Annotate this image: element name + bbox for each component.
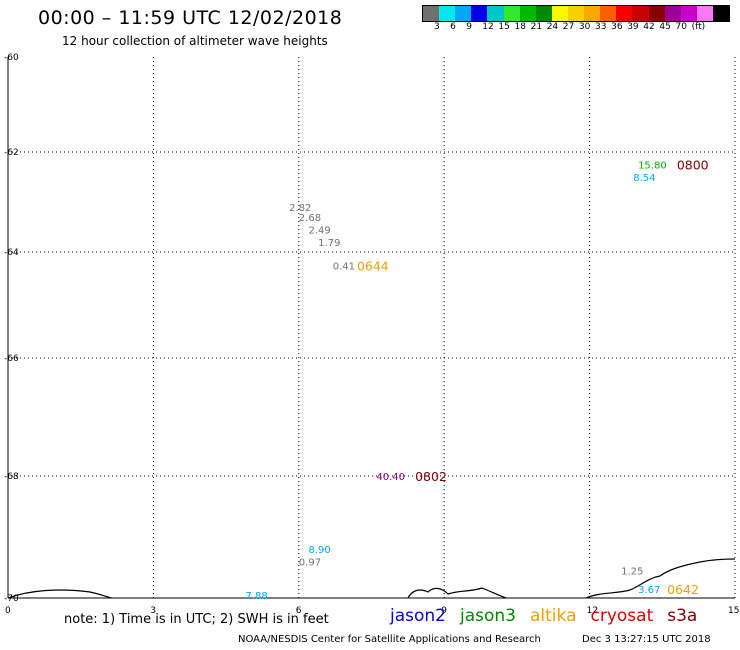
color-swatch bbox=[712, 6, 730, 21]
color-swatch bbox=[519, 6, 536, 21]
longitude-tick-label: 0 bbox=[5, 606, 11, 616]
generation-timestamp: Dec 3 13:27:15 UTC 2018 bbox=[582, 634, 711, 645]
color-swatch bbox=[632, 6, 649, 21]
pass-time-label: 0644 bbox=[357, 258, 389, 273]
color-scale-label: 70 bbox=[675, 22, 687, 32]
pass-time-label: 0642 bbox=[667, 582, 699, 597]
longitude-tick-label: 6 bbox=[296, 606, 302, 616]
wave-height-label: 8.90 bbox=[308, 545, 330, 556]
longitude-tick-label: 3 bbox=[150, 606, 156, 616]
color-swatch bbox=[535, 6, 552, 21]
color-scale-label: 21 bbox=[530, 22, 543, 32]
color-scale-label: 27 bbox=[562, 22, 575, 32]
color-swatch bbox=[648, 6, 665, 21]
map-subtitle: 12 hour collection of altimeter wave hei… bbox=[62, 34, 328, 48]
color-swatch bbox=[471, 6, 488, 21]
wave-height-labels: 2.822.68 2.491.79 0.41 15.808.54 40.40 8.900.… bbox=[245, 161, 666, 602]
color-scale-labels: 3 6 9 12 15 18 21 24 27 30 33 36 39 42 45 70 (ft) bbox=[430, 22, 740, 34]
color-swatch bbox=[551, 6, 568, 21]
wave-height-label: 2.82 bbox=[289, 203, 311, 214]
latitude-tick-label: -70 bbox=[4, 594, 19, 604]
pass-time-labels: 0800 0644 0802 0642 bbox=[357, 158, 709, 597]
latitude-tick-label: -64 bbox=[4, 248, 19, 258]
color-swatch bbox=[664, 6, 681, 21]
satellite-legend: jason2 jason3 altika cryosat s3a bbox=[390, 606, 711, 626]
color-swatch bbox=[584, 6, 601, 21]
color-scale-label: 36 bbox=[611, 22, 623, 32]
latitude-tick-label: -62 bbox=[4, 148, 19, 158]
color-swatch bbox=[455, 6, 472, 21]
wave-height-color-scale bbox=[422, 5, 730, 22]
color-swatch bbox=[696, 6, 713, 21]
color-scale-label: (ft) bbox=[691, 22, 706, 32]
color-scale-label: 45 bbox=[659, 22, 671, 32]
color-swatch bbox=[616, 6, 633, 21]
satellite-legend-jason3: jason3 bbox=[460, 606, 516, 626]
color-scale-label: 24 bbox=[546, 22, 559, 32]
wave-height-label: 7.88 bbox=[245, 591, 267, 602]
wave-height-label: 0.41 bbox=[333, 261, 355, 272]
longitude-tick-label: 9 bbox=[441, 606, 447, 616]
axis-tick-labels: 0 3 6 9 12 15 -60 -62 -64 -66 -68 -70 bbox=[4, 53, 739, 616]
color-swatch bbox=[600, 6, 617, 21]
wave-height-label: 2.49 bbox=[308, 226, 330, 237]
wave-height-label: 3.67 bbox=[638, 585, 660, 596]
color-scale-label: 6 bbox=[450, 22, 456, 32]
latitude-tick-label: -68 bbox=[4, 472, 19, 482]
color-scale-label: 3 bbox=[434, 22, 440, 32]
latitude-tick-label: -66 bbox=[4, 354, 19, 364]
color-swatch bbox=[503, 6, 520, 21]
wave-height-label: 8.54 bbox=[633, 173, 655, 184]
longitude-tick-label: 12 bbox=[587, 606, 598, 616]
longitude-tick-label: 15 bbox=[728, 606, 739, 616]
wave-height-label: 1.79 bbox=[318, 238, 340, 249]
wave-height-label: 2.68 bbox=[299, 213, 321, 224]
color-scale-label: 12 bbox=[482, 22, 494, 32]
units-note: note: 1) Time is in UTC; 2) SWH is in fe… bbox=[64, 612, 329, 627]
satellite-legend-cryosat: cryosat bbox=[590, 606, 654, 626]
coastline-segment bbox=[407, 587, 507, 599]
satellite-legend-s3a: s3a bbox=[667, 606, 698, 626]
satellite-legend-altika: altika bbox=[530, 606, 577, 626]
wave-height-label: 0.97 bbox=[299, 557, 321, 568]
map-title: 00:00 – 11:59 UTC 12/02/2018 bbox=[38, 7, 343, 29]
color-scale-label: 42 bbox=[643, 22, 655, 32]
wave-height-label: 15.80 bbox=[638, 161, 667, 172]
color-swatch bbox=[423, 6, 440, 21]
color-scale-label: 30 bbox=[578, 22, 591, 32]
color-swatch bbox=[680, 6, 697, 21]
coastline-segment bbox=[585, 558, 736, 599]
color-swatch bbox=[439, 6, 456, 21]
color-scale-label: 18 bbox=[514, 22, 526, 32]
lat-lon-grid bbox=[7, 57, 736, 599]
antarctic-coastline bbox=[7, 558, 736, 599]
latitude-tick-label: -60 bbox=[4, 53, 19, 63]
wave-height-label: 1.25 bbox=[621, 567, 643, 578]
pass-time-label: 0802 bbox=[415, 469, 447, 484]
color-scale-label: 15 bbox=[498, 22, 510, 32]
color-swatch bbox=[567, 6, 585, 21]
credit-line: NOAA/NESDIS Center for Satellite Applica… bbox=[238, 634, 541, 645]
color-swatch bbox=[487, 6, 504, 21]
color-scale-label: 33 bbox=[595, 22, 607, 32]
coastline-segment bbox=[7, 589, 113, 599]
pass-time-label: 0800 bbox=[677, 158, 709, 173]
color-scale-label: 39 bbox=[627, 22, 639, 32]
wave-height-label: 40.40 bbox=[376, 472, 405, 483]
satellite-legend-jason2: jason2 bbox=[390, 606, 446, 626]
color-scale-label: 9 bbox=[466, 22, 472, 32]
